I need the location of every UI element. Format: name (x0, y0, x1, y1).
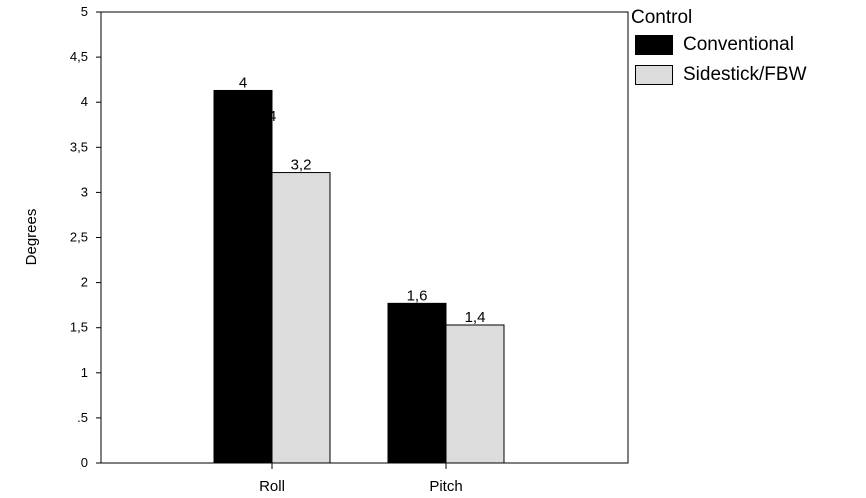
y-axis-label: Degrees (23, 209, 40, 266)
y-tick-label: 3,5 (70, 139, 88, 154)
legend-title: Control (631, 7, 693, 28)
y-tick-label: 2,5 (70, 230, 88, 245)
x-axis: Roll Pitch (259, 463, 463, 495)
y-tick-label: 3 (81, 184, 88, 199)
x-category-label: Roll (259, 478, 285, 495)
plot-area-border (100, 11, 629, 464)
legend-swatch-conventional (635, 35, 673, 55)
legend-label-sidestick-fbw: Sidestick/FBW (683, 64, 807, 85)
extra-data-label: 4 (268, 108, 276, 125)
legend-swatch-sidestick-fbw (635, 65, 673, 85)
bar-sidestick-fbw-pitch (445, 324, 505, 464)
y-axis: 0 .5 1 1,5 2 2,5 3 3,5 4 4,5 5 (70, 4, 101, 470)
bar-conventional-roll (213, 89, 273, 464)
bar-conventional-pitch (387, 302, 447, 464)
y-tick-label: 1 (81, 365, 88, 380)
legend-label-conventional: Conventional (683, 34, 794, 55)
legend: Control Conventional Sidestick/FBW (631, 6, 807, 90)
bar-sidestick-fbw-roll (271, 172, 331, 464)
data-label: 3,2 (291, 157, 312, 174)
y-tick-label: 4,5 (70, 49, 88, 64)
data-label: 1,6 (407, 287, 428, 304)
y-tick-label: .5 (77, 410, 88, 425)
y-tick-label: 1,5 (70, 320, 88, 335)
y-tick-label: 2 (81, 275, 88, 290)
y-tick-label: 0 (81, 455, 88, 470)
legend-item-sidestick-fbw: Sidestick/FBW (635, 60, 807, 90)
y-tick-label: 4 (81, 94, 88, 109)
x-category-label: Pitch (429, 478, 462, 495)
y-tick-label: 5 (81, 4, 88, 19)
data-label: 1,4 (465, 309, 486, 326)
bars-group: 4 3,2 1,6 1,4 4 (213, 74, 505, 464)
data-label: 4 (239, 74, 247, 91)
legend-item-conventional: Conventional (635, 30, 807, 60)
